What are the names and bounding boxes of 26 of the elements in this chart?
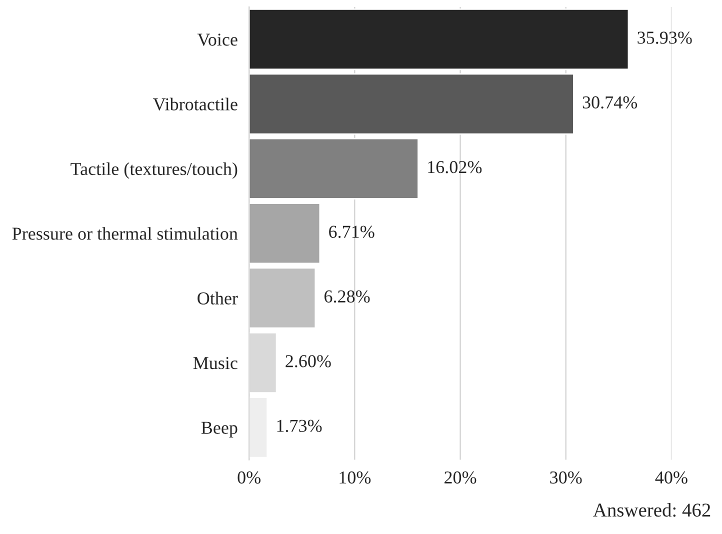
data-label: 35.93% — [638, 32, 692, 44]
bar — [249, 267, 316, 329]
x-tick-label: 40% — [655, 471, 688, 484]
bar — [249, 396, 268, 458]
x-tick-label: 10% — [340, 471, 371, 484]
data-label: 30.74% — [582, 96, 638, 109]
y-tick-label: Music — [193, 357, 238, 370]
data-label: 16.02% — [428, 161, 482, 174]
x-tick-label: 30% — [550, 471, 582, 484]
data-label: 1.73% — [277, 420, 322, 432]
x-tick-label: 20% — [444, 471, 476, 484]
y-tick-label: Other — [198, 292, 238, 304]
data-label: 6.28% — [324, 290, 370, 303]
bar — [249, 73, 574, 135]
y-tick-label: Pressure or thermal stimulation — [12, 227, 238, 240]
text: Answered: 462 — [593, 503, 710, 517]
bar — [249, 8, 630, 70]
data-label: 2.60% — [286, 355, 331, 368]
y-tick-label: Vibrotactile — [153, 98, 238, 111]
y-tick-label: Beep — [201, 422, 238, 438]
y-tick-label: Tactile (textures/touch) — [70, 162, 238, 179]
data-label: 6.71% — [329, 226, 374, 238]
x-tick-label: 0% — [238, 471, 261, 484]
y-tick-label: Voice — [197, 34, 238, 46]
bar — [249, 202, 321, 264]
bar — [249, 138, 419, 200]
